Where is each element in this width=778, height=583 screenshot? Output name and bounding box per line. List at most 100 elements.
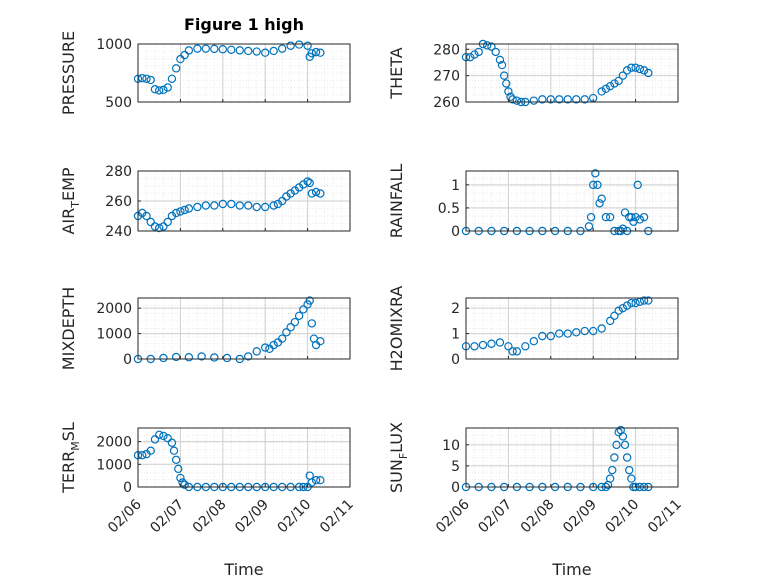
y-tick-label: 5 bbox=[451, 459, 460, 475]
axes-box bbox=[137, 43, 351, 103]
data-point bbox=[197, 352, 206, 361]
data-point bbox=[307, 319, 317, 328]
figure-title: Figure 1 high bbox=[184, 15, 304, 34]
data-point bbox=[163, 434, 172, 443]
y-axis-label-main: TERR bbox=[59, 451, 78, 494]
data-point bbox=[538, 331, 547, 341]
data-point bbox=[159, 222, 168, 231]
data-point bbox=[580, 326, 589, 336]
data-point bbox=[605, 212, 615, 222]
data-point bbox=[261, 202, 270, 212]
data-point bbox=[487, 339, 496, 348]
data-point bbox=[622, 453, 632, 462]
x-tick-label: 02/09 bbox=[560, 497, 600, 537]
data-point bbox=[305, 178, 314, 188]
data-point bbox=[222, 353, 232, 363]
data-point bbox=[277, 44, 287, 53]
data-point bbox=[546, 95, 556, 104]
data-point bbox=[218, 199, 227, 209]
data-point bbox=[176, 207, 185, 216]
data-point bbox=[495, 338, 505, 347]
y-axis-label-main: RAINFALL bbox=[387, 164, 406, 239]
data-point bbox=[154, 86, 164, 95]
data-point bbox=[311, 187, 321, 197]
data-point bbox=[303, 41, 312, 50]
data-point bbox=[184, 204, 194, 213]
data-point bbox=[555, 95, 564, 104]
data-point bbox=[299, 305, 308, 314]
data-point bbox=[252, 202, 261, 212]
data-point bbox=[167, 74, 177, 84]
y-tick-label: 2 bbox=[451, 301, 460, 317]
data-point bbox=[235, 201, 244, 210]
data-point bbox=[176, 473, 185, 483]
y-tick-label: 280 bbox=[105, 164, 132, 180]
x-tick-label: 02/08 bbox=[190, 497, 230, 537]
chart-pressure: 500 1000 PRESSURE bbox=[59, 31, 351, 115]
chart-theta: 260 270 280 THETA bbox=[387, 39, 679, 111]
data-point bbox=[591, 169, 600, 178]
y-tick-label: 270 bbox=[433, 69, 460, 85]
data-point bbox=[252, 47, 261, 56]
data-point bbox=[610, 311, 619, 320]
data-point bbox=[307, 478, 317, 487]
data-point bbox=[244, 352, 253, 361]
data-point bbox=[244, 46, 253, 56]
y-axis-label-main: AIR bbox=[59, 208, 78, 235]
data-point bbox=[639, 296, 649, 305]
y-tick-label: 260 bbox=[105, 194, 132, 210]
data-point bbox=[286, 323, 295, 332]
data-point bbox=[618, 224, 628, 233]
data-point bbox=[474, 47, 483, 57]
y-tick-label: 0 bbox=[123, 480, 132, 496]
y-tick-label: 0.5 bbox=[438, 201, 460, 217]
data-point bbox=[146, 217, 155, 227]
data-point bbox=[627, 63, 636, 72]
data-point bbox=[169, 446, 179, 455]
data-point bbox=[555, 329, 564, 338]
data-point bbox=[572, 95, 581, 104]
data-point bbox=[614, 76, 623, 86]
data-point bbox=[589, 180, 598, 190]
data-point bbox=[180, 50, 189, 60]
data-point bbox=[470, 342, 479, 351]
data-point bbox=[512, 96, 522, 105]
chart-air: 240 260 280 AIRTEMP bbox=[59, 164, 351, 240]
data-point bbox=[142, 74, 151, 84]
data-point bbox=[150, 435, 160, 444]
data-point bbox=[150, 85, 160, 94]
data-point bbox=[180, 480, 189, 489]
data-point bbox=[597, 194, 606, 203]
data-point bbox=[311, 475, 321, 485]
data-point bbox=[470, 50, 479, 59]
y-tick-label: 0 bbox=[451, 480, 460, 496]
data-point bbox=[618, 432, 628, 441]
data-point bbox=[635, 215, 645, 224]
data-point bbox=[589, 326, 598, 336]
data-point bbox=[572, 328, 581, 337]
data-point bbox=[277, 196, 287, 206]
y-axis-label-main: THETA bbox=[387, 47, 406, 99]
data-point bbox=[605, 316, 615, 326]
y-tick-label: 10 bbox=[442, 438, 460, 454]
data-point bbox=[627, 474, 636, 483]
chart-rainfall: 0 0.5 1 RAINFALL bbox=[387, 164, 679, 240]
data-point bbox=[201, 201, 211, 210]
data-point bbox=[497, 60, 507, 70]
y-tick-label: 260 bbox=[433, 95, 460, 111]
data-point bbox=[307, 49, 317, 58]
data-point bbox=[138, 451, 147, 460]
data-point bbox=[618, 71, 628, 80]
data-point bbox=[614, 428, 623, 437]
data-point bbox=[495, 55, 505, 65]
data-point bbox=[316, 48, 325, 57]
data-point bbox=[154, 430, 164, 440]
axes-box bbox=[137, 297, 351, 360]
y-tick-label: 280 bbox=[433, 42, 460, 58]
y-tick-label: 1 bbox=[451, 327, 460, 343]
data-point bbox=[605, 81, 615, 91]
y-axis-label: PRESSURE bbox=[59, 31, 78, 115]
data-point bbox=[252, 347, 261, 356]
data-point bbox=[639, 212, 649, 222]
data-point bbox=[529, 337, 539, 346]
